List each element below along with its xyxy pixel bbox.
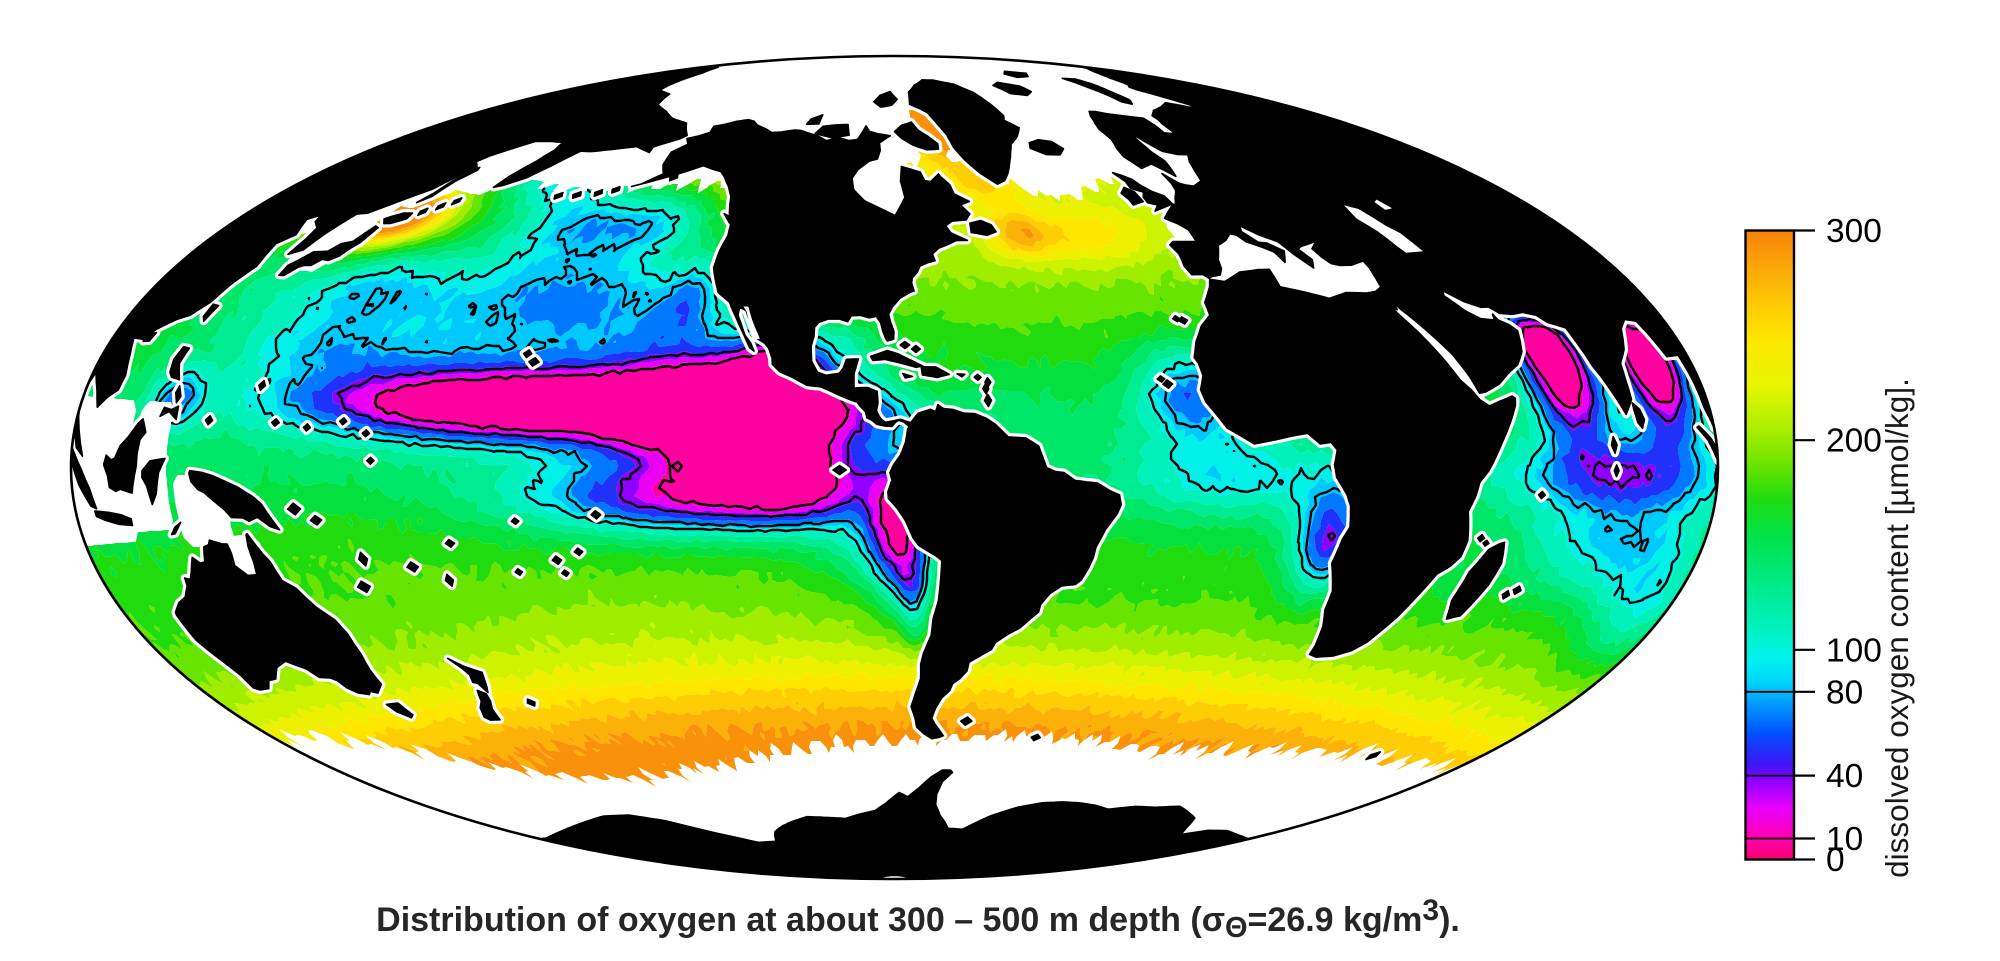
svg-text:0: 0 [1826, 842, 1845, 879]
svg-text:100: 100 [1826, 632, 1882, 669]
svg-text:80: 80 [1826, 674, 1863, 711]
svg-text:200: 200 [1826, 423, 1882, 460]
svg-text:40: 40 [1826, 758, 1863, 795]
svg-text:dissolved oxygen content [µmol: dissolved oxygen content [µmol/kg]. [1879, 378, 1915, 878]
svg-text:300: 300 [1826, 213, 1882, 250]
svg-text:Distribution of oxygen at abou: Distribution of oxygen at about 300 – 50… [376, 894, 1460, 944]
svg-text:10: 10 [1826, 821, 1863, 858]
